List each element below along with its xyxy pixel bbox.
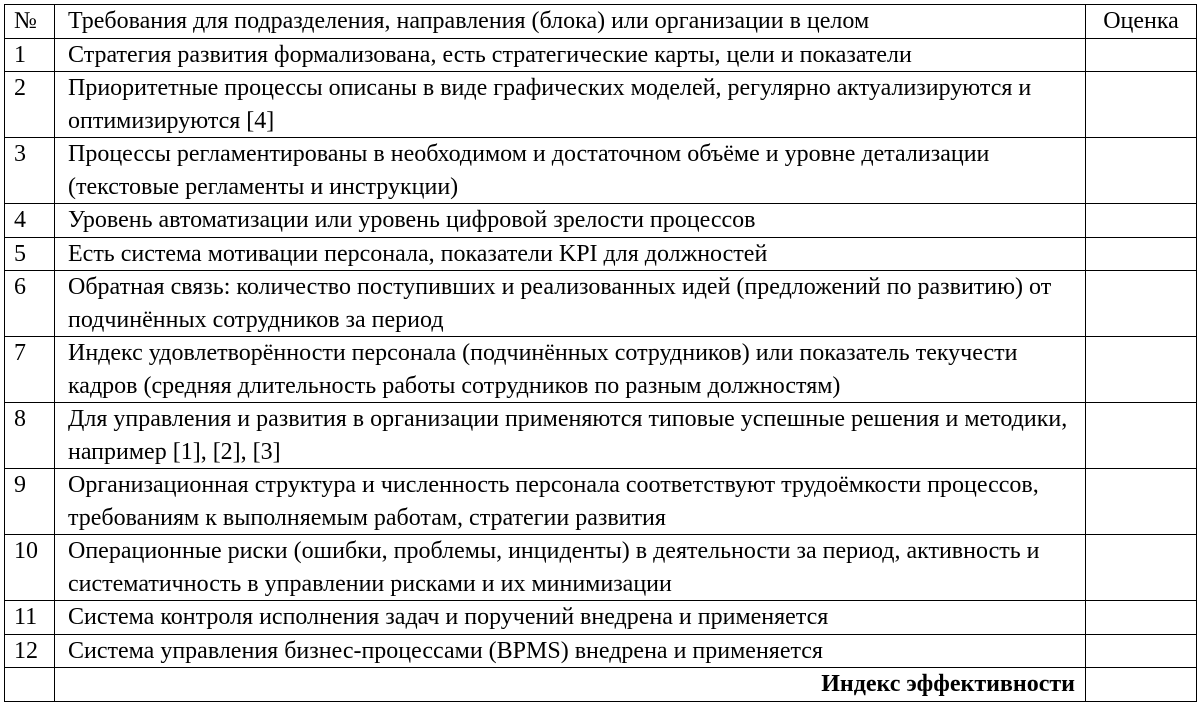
table-row: 8 Для управления и развития в организации… — [4, 402, 1197, 469]
row-score-cell — [1085, 402, 1197, 469]
row-number: 8 — [4, 402, 55, 469]
requirements-table: № Требования для подразделения, направле… — [4, 4, 1197, 702]
row-requirement: Организационная структура и численность … — [54, 468, 1086, 535]
table-row: 1 Стратегия развития формализована, есть … — [4, 37, 1197, 72]
row-number: 3 — [4, 137, 55, 204]
row-score-cell — [1085, 137, 1197, 204]
row-number: 7 — [4, 336, 55, 403]
row-requirement: Индекс удовлетворённости персонала (подч… — [54, 336, 1086, 403]
row-requirement: Операционные риски (ошибки, проблемы, ин… — [54, 534, 1086, 601]
table-row: 5 Есть система мотивации персонала, показ… — [4, 236, 1197, 271]
row-score-cell — [1085, 270, 1197, 337]
row-score-cell — [1085, 236, 1197, 271]
row-score-cell — [1085, 633, 1197, 668]
row-number: 5 — [4, 236, 55, 271]
total-label: Индекс эффективности — [54, 667, 1086, 702]
row-score-cell — [1085, 468, 1197, 535]
row-score-cell — [1085, 600, 1197, 635]
table-row: 7 Индекс удовлетворённости персонала (под… — [4, 336, 1197, 403]
row-requirement: Уровень автоматизации или уровень цифров… — [54, 203, 1086, 238]
row-number: 2 — [4, 71, 55, 138]
table-row: 10 Операционные риски (ошибки, проблемы, … — [4, 534, 1197, 601]
row-number: 1 — [4, 37, 55, 72]
table-row: 6 Обратная связь: количество поступивших … — [4, 270, 1197, 337]
row-score-cell — [1085, 534, 1197, 601]
header-num: № — [4, 4, 55, 39]
row-requirement: Приоритетные процессы описаны в виде гра… — [54, 71, 1086, 138]
row-number: 10 — [4, 534, 55, 601]
table-row: 4 Уровень автоматизации или уровень цифро… — [4, 203, 1197, 238]
row-number: 11 — [4, 600, 55, 635]
total-empty-cell — [4, 667, 55, 702]
row-requirement: Есть система мотивации персонала, показа… — [54, 236, 1086, 271]
table-row: 2 Приоритетные процессы описаны в виде гр… — [4, 71, 1197, 138]
row-score-cell — [1085, 336, 1197, 403]
row-number: 6 — [4, 270, 55, 337]
row-requirement: Стратегия развития формализована, есть с… — [54, 37, 1086, 72]
row-requirement: Обратная связь: количество поступивших и… — [54, 270, 1086, 337]
table-row: 9 Организационная структура и численность… — [4, 468, 1197, 535]
row-requirement: Система контроля исполнения задач и пору… — [54, 600, 1086, 635]
row-score-cell — [1085, 71, 1197, 138]
header-score: Оценка — [1085, 4, 1197, 39]
row-score-cell — [1085, 203, 1197, 238]
row-requirement: Процессы регламентированы в необходимом … — [54, 137, 1086, 204]
row-requirement: Для управления и развития в организации … — [54, 402, 1086, 469]
row-requirement: Система управления бизнес-процессами (BP… — [54, 633, 1086, 668]
total-score-cell — [1085, 667, 1197, 702]
row-number: 9 — [4, 468, 55, 535]
total-row: Индекс эффективности — [4, 667, 1197, 702]
table-row: 12 Система управления бизнес-процессами (… — [4, 633, 1197, 668]
row-number: 4 — [4, 203, 55, 238]
table-row: 11 Система контроля исполнения задач и по… — [4, 600, 1197, 635]
header-row: № Требования для подразделения, направле… — [4, 4, 1197, 39]
row-number: 12 — [4, 633, 55, 668]
table-row: 3 Процессы регламентированы в необходимом… — [4, 137, 1197, 204]
row-score-cell — [1085, 37, 1197, 72]
header-requirement: Требования для подразделения, направлени… — [54, 4, 1086, 39]
